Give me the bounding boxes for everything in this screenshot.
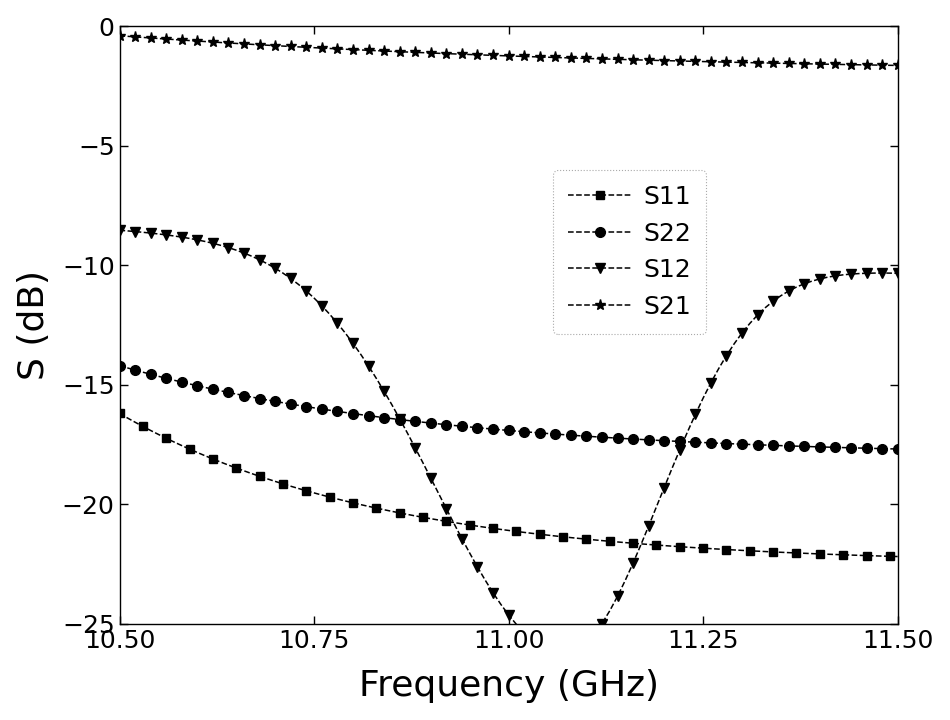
S22 — [658, 436, 670, 445]
S11 — [309, 489, 320, 498]
S22 — [168, 376, 180, 384]
S21 — [658, 56, 670, 65]
S11 — [697, 544, 709, 552]
S12 — [309, 294, 320, 302]
S11 — [114, 409, 125, 418]
S11 — [892, 552, 903, 561]
Legend: S11, S22, S12, S21: S11, S22, S12, S21 — [553, 170, 706, 333]
Line: S21: S21 — [114, 30, 903, 71]
S22 — [309, 403, 320, 412]
S12 — [168, 232, 180, 240]
S22 — [114, 361, 125, 370]
S11 — [472, 522, 484, 531]
Line: S22: S22 — [115, 361, 902, 454]
Line: S11: S11 — [115, 409, 902, 561]
S22 — [472, 423, 484, 432]
S12 — [588, 630, 599, 639]
S21 — [472, 50, 484, 59]
Y-axis label: S (dB): S (dB) — [17, 270, 50, 380]
S11 — [658, 541, 670, 550]
S21 — [697, 58, 709, 66]
S12 — [114, 226, 125, 235]
S11 — [580, 535, 592, 544]
S22 — [892, 445, 903, 454]
Line: S12: S12 — [115, 225, 902, 658]
S12 — [472, 562, 484, 571]
S12 — [892, 269, 903, 278]
S21 — [892, 61, 903, 70]
S21 — [114, 32, 125, 40]
S21 — [168, 35, 180, 44]
S12 — [705, 379, 716, 387]
S21 — [309, 43, 320, 52]
S22 — [580, 432, 592, 441]
S11 — [168, 438, 180, 446]
S12 — [558, 649, 569, 657]
X-axis label: Frequency (GHz): Frequency (GHz) — [358, 670, 658, 703]
S12 — [666, 464, 677, 473]
S21 — [580, 54, 592, 63]
S22 — [697, 438, 709, 447]
